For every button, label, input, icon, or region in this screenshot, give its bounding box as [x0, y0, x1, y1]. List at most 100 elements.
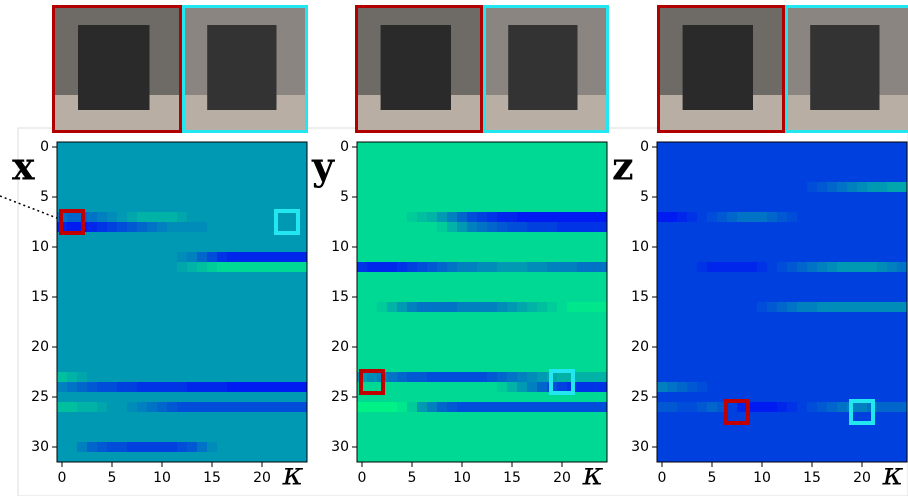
heatmap-cell: [897, 252, 907, 262]
heatmap-cell: [457, 262, 467, 272]
heatmap-cell: [147, 182, 157, 192]
heatmap-cell: [107, 392, 117, 402]
heatmap-cell: [407, 242, 417, 252]
heatmap-cell: [567, 322, 577, 332]
heatmap-cell: [287, 322, 297, 332]
heatmap-cell: [447, 322, 457, 332]
heatmap-cell: [117, 452, 127, 462]
heatmap-cell: [887, 262, 897, 272]
heatmap-cell: [737, 432, 747, 442]
heatmap-cell: [657, 362, 667, 372]
heatmap-cell: [807, 442, 817, 452]
heatmap-cell: [677, 412, 687, 422]
heatmap-cell: [487, 172, 497, 182]
heatmap-cell: [707, 242, 717, 252]
heatmap-cell: [847, 312, 857, 322]
heatmap-cell: [447, 342, 457, 352]
heatmap-cell: [727, 202, 737, 212]
heatmap-cell: [887, 372, 897, 382]
heatmap-cell: [287, 282, 297, 292]
heatmap-cell: [87, 322, 97, 332]
heatmap-cell: [497, 372, 507, 382]
heatmap-cell: [587, 202, 597, 212]
heatmap-cell: [227, 152, 237, 162]
heatmap-cell: [127, 352, 137, 362]
heatmap-cell: [807, 412, 817, 422]
heatmap-cell: [657, 222, 667, 232]
heatmap-cell: [357, 322, 367, 332]
heatmap-cell: [147, 212, 157, 222]
heatmap-cell: [77, 302, 87, 312]
heatmap-cell: [467, 392, 477, 402]
heatmap-cell: [497, 382, 507, 392]
heatmap-cell: [857, 322, 867, 332]
heatmap-cell: [667, 342, 677, 352]
heatmap-cell: [857, 192, 867, 202]
heatmap-cell: [717, 152, 727, 162]
heatmap-cell: [767, 252, 777, 262]
heatmap-cell: [557, 222, 567, 232]
heatmap-cell: [867, 262, 877, 272]
heatmap-cell: [197, 292, 207, 302]
heatmap-cell: [717, 362, 727, 372]
heatmap-cell: [737, 402, 747, 412]
heatmap-cell: [767, 202, 777, 212]
heatmap-cell: [247, 242, 257, 252]
heatmap-cell: [497, 402, 507, 412]
heatmap-cell: [187, 402, 197, 412]
heatmap-cell: [877, 272, 887, 282]
heatmap-cell: [147, 312, 157, 322]
heatmap-cell: [67, 222, 77, 232]
heatmap-cell: [487, 272, 497, 282]
heatmap-cell: [407, 142, 417, 152]
heatmap-cell: [87, 292, 97, 302]
heatmap-cell: [187, 332, 197, 342]
heatmap-cell: [207, 242, 217, 252]
heatmap-cell: [297, 422, 307, 432]
heatmap-cell: [827, 322, 837, 332]
heatmap-cell: [697, 192, 707, 202]
heatmap-cell: [367, 422, 377, 432]
heatmap-cell: [127, 452, 137, 462]
heatmap-cell: [707, 412, 717, 422]
heatmap-cell: [597, 362, 607, 372]
heatmap-cell: [127, 212, 137, 222]
heatmap-cell: [677, 422, 687, 432]
heatmap-cell: [687, 262, 697, 272]
heatmap-cell: [227, 202, 237, 212]
heatmap-cell: [197, 312, 207, 322]
heatmap-cell: [727, 332, 737, 342]
heatmap-cell: [737, 182, 747, 192]
heatmap-cell: [147, 262, 157, 272]
heatmap-cell: [787, 232, 797, 242]
heatmap-cell: [587, 182, 597, 192]
heatmap-cell: [837, 182, 847, 192]
heatmap-cell: [297, 302, 307, 312]
heatmap-cell: [667, 292, 677, 302]
heatmap-cell: [107, 292, 117, 302]
heatmap-cell: [457, 422, 467, 432]
heatmap-cell: [277, 332, 287, 342]
heatmap-cell: [807, 222, 817, 232]
heatmap-cell: [227, 332, 237, 342]
heatmap-cell: [87, 402, 97, 412]
heatmap-cell: [677, 352, 687, 362]
heatmap-cell: [597, 312, 607, 322]
heatmap-cell: [377, 422, 387, 432]
heatmap-cell: [277, 382, 287, 392]
heatmap-cell: [897, 372, 907, 382]
heatmap-cell: [227, 362, 237, 372]
heatmap-cell: [237, 312, 247, 322]
heatmap-cell: [157, 302, 167, 312]
heatmap-cell: [597, 182, 607, 192]
heatmap-cell: [437, 312, 447, 322]
heatmap-cell: [457, 332, 467, 342]
heatmap-cell: [287, 162, 297, 172]
heatmap-cell: [587, 212, 597, 222]
heatmap-cell: [517, 352, 527, 362]
heatmap-cell: [697, 382, 707, 392]
heatmap-cell: [837, 362, 847, 372]
heatmap-cell: [567, 452, 577, 462]
heatmap-cell: [547, 252, 557, 262]
heatmap-cell: [727, 252, 737, 262]
